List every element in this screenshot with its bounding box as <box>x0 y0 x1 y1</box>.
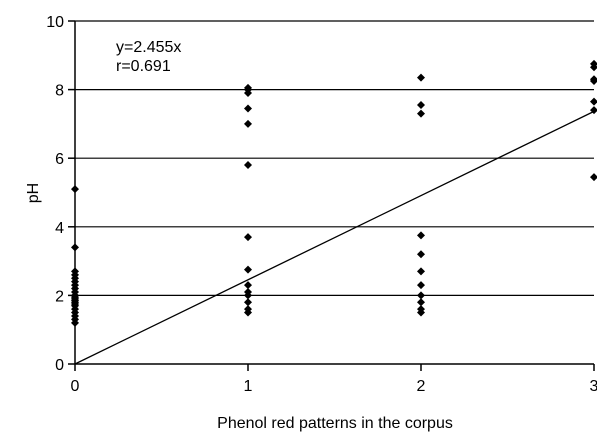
annotations: y=2.455x r=0.691 <box>116 39 181 75</box>
data-point <box>244 291 252 300</box>
x-tick-label-3: 3 <box>590 378 597 395</box>
trendline <box>74 110 595 365</box>
x-tick-label-2: 2 <box>417 378 426 395</box>
data-point <box>590 106 597 115</box>
tick-labels: 0 2 4 6 8 10 0 1 2 3 <box>46 14 597 395</box>
data-point <box>244 308 252 317</box>
y-tick-label-2: 2 <box>55 288 64 305</box>
data-point <box>417 109 425 118</box>
data-point <box>417 281 425 290</box>
data-points <box>71 59 597 327</box>
y-axis-label: pH <box>25 183 42 203</box>
data-point <box>71 243 79 252</box>
data-point <box>590 77 597 86</box>
equation-annotation: y=2.455x <box>116 39 181 56</box>
data-point <box>71 318 79 327</box>
data-point <box>244 161 252 170</box>
data-point <box>244 233 252 242</box>
gridlines <box>75 20 594 296</box>
y-tick-label-10: 10 <box>46 14 64 31</box>
data-point <box>417 231 425 240</box>
data-point <box>417 250 425 259</box>
x-tick-label-1: 1 <box>244 378 253 395</box>
y-tick-label-0: 0 <box>55 357 64 374</box>
y-tick-label-8: 8 <box>55 83 64 100</box>
data-point <box>590 63 597 72</box>
data-point <box>244 89 252 98</box>
data-point <box>417 101 425 110</box>
trendline-group <box>74 110 595 365</box>
data-point <box>244 298 252 307</box>
data-point <box>417 291 425 300</box>
data-point <box>244 281 252 290</box>
x-tick-label-0: 0 <box>71 378 80 395</box>
data-point <box>590 173 597 182</box>
data-point <box>590 97 597 106</box>
correlation-annotation: r=0.691 <box>116 58 171 75</box>
data-point <box>244 265 252 274</box>
y-tick-label-6: 6 <box>55 151 64 168</box>
data-point <box>244 104 252 113</box>
data-point <box>71 185 79 194</box>
data-point <box>417 267 425 276</box>
data-point <box>417 298 425 307</box>
y-tick-label-4: 4 <box>55 220 64 237</box>
x-axis-label: Phenol red patterns in the corpus <box>217 415 453 432</box>
data-point <box>417 73 425 82</box>
data-point <box>417 308 425 317</box>
data-point <box>244 119 252 128</box>
